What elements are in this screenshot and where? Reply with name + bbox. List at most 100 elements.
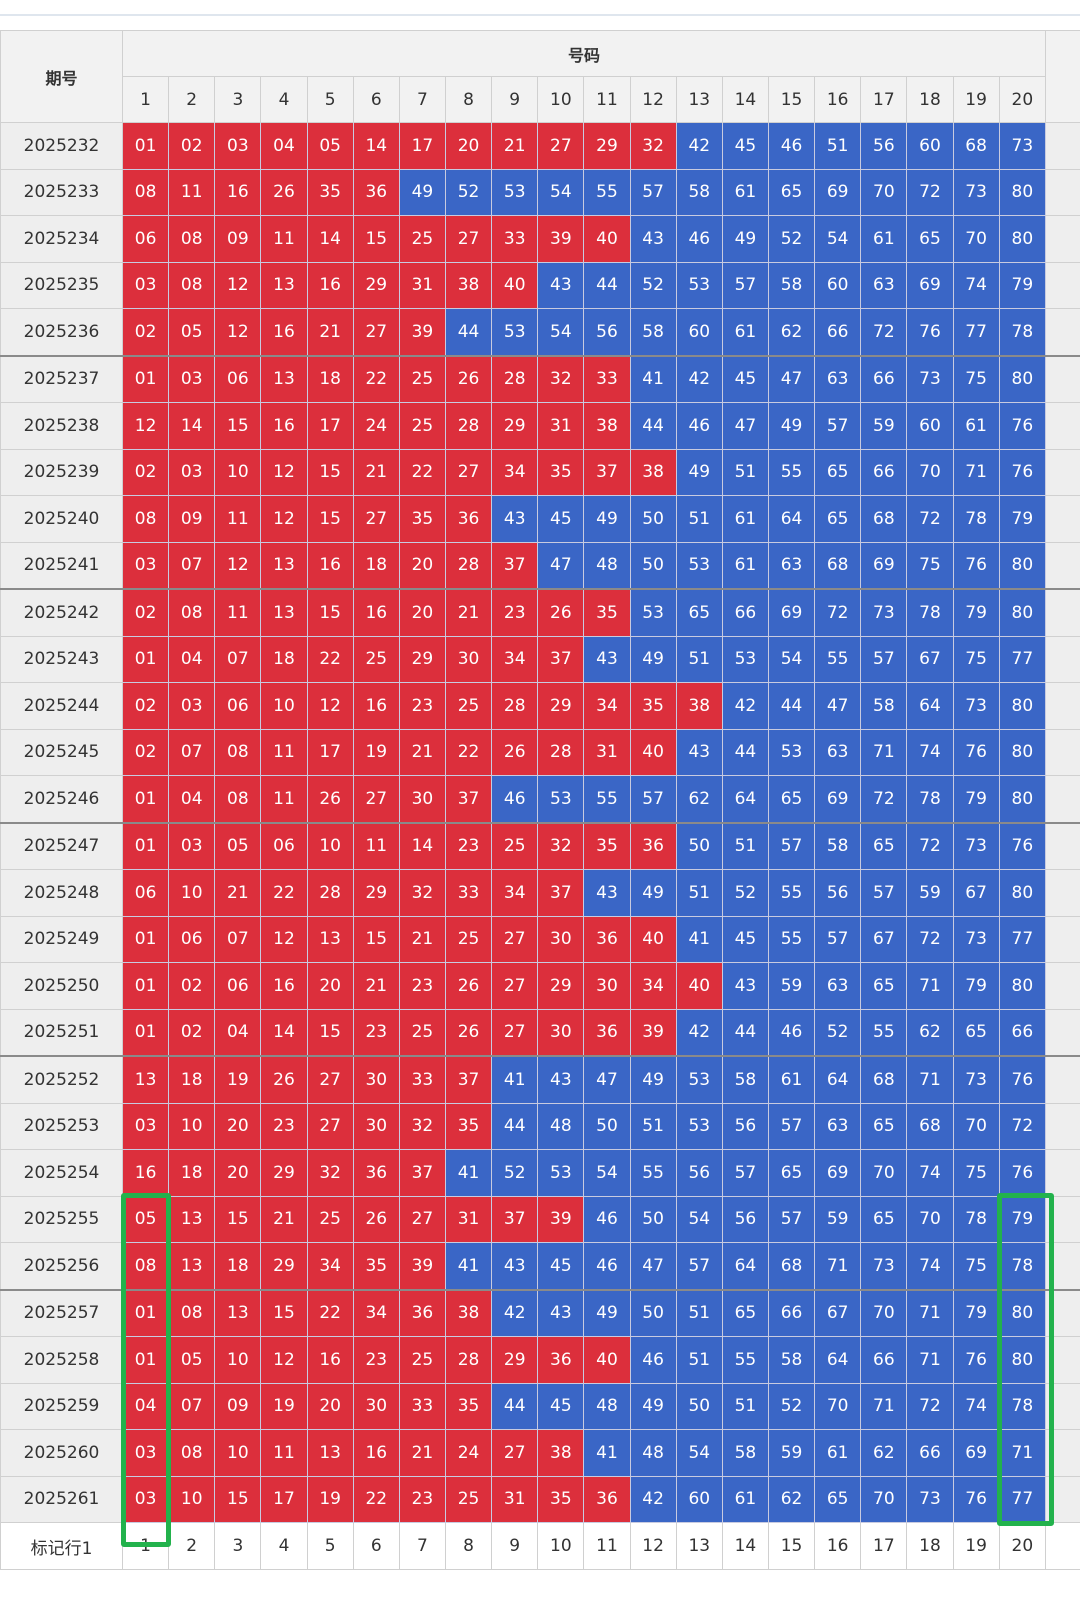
number-cell: 22: [306, 635, 354, 683]
number-cell: 53: [491, 308, 539, 356]
number-cell: 38: [583, 402, 631, 450]
number-cell: 27: [491, 1429, 539, 1477]
data-row: 2025259 04 07 09 19 20 30 33 35 44 45 48 49 50 51 52 70 7…: [0, 1382, 1080, 1430]
number-cell: 56: [721, 1102, 769, 1150]
number-cell: 53: [629, 588, 677, 637]
column-header: 6: [352, 76, 400, 123]
number-cell: 50: [675, 821, 723, 870]
period-cell: 2025247: [0, 821, 123, 870]
number-cell: 54: [675, 1429, 723, 1477]
footer-cell: 14: [721, 1522, 769, 1570]
highlight-box: [120, 1193, 171, 1547]
number-cell: 68: [814, 541, 862, 590]
column-header: 8: [444, 76, 493, 123]
column-header: 9: [491, 76, 539, 123]
period-cell: 2025238: [0, 402, 123, 450]
number-cell: 80: [998, 168, 1047, 216]
number-cell: 69: [767, 588, 816, 637]
number-cell: 71: [952, 448, 1000, 496]
number-cell: 41: [675, 915, 723, 963]
number-cell: 78: [998, 308, 1047, 356]
number-cell: 10: [168, 869, 216, 917]
number-cell: 70: [860, 168, 908, 216]
number-cell: 69: [814, 1149, 862, 1197]
number-cell: 76: [998, 402, 1047, 450]
period-cell: 2025260: [0, 1429, 123, 1477]
number-cell: 49: [767, 402, 816, 450]
number-cell: 06: [214, 962, 262, 1010]
number-cell: 33: [398, 1382, 446, 1430]
table-container: 期号 号码 和 1234567891011121314151617181920 …: [0, 30, 1080, 1600]
number-cell: 04: [121, 1382, 170, 1430]
number-cell: 41: [583, 1429, 631, 1477]
data-row: 2025244 02 03 06 10 12 16 23 25 28 29 34 35 38 42 44 47 5…: [0, 682, 1080, 730]
number-cell: 57: [814, 402, 862, 450]
number-cell: 65: [860, 1102, 908, 1150]
footer-row: 标记行1 1 2 3 4 5 6 7 8 9 10 11 12 13 14 15 16 17 18 19 20: [0, 1522, 1080, 1570]
number-cell: 46: [675, 402, 723, 450]
number-cell: 35: [444, 1102, 493, 1150]
number-cell: 34: [306, 1242, 354, 1290]
number-cell: 36: [398, 1288, 446, 1337]
number-cell: 26: [306, 775, 354, 823]
number-cell: 27: [352, 308, 400, 356]
number-cell: 51: [629, 1102, 677, 1150]
number-cell: 66: [767, 1288, 816, 1337]
data-row: 2025237 01 03 06 13 18 22 25 26 28 32 33 41 42 45 47 63 6…: [0, 354, 1080, 403]
footer-cell: 4: [260, 1522, 308, 1570]
number-cell: 25: [444, 682, 493, 730]
number-cell: 25: [352, 635, 400, 683]
number-cell: 10: [214, 1429, 262, 1477]
number-cell: 71: [906, 1055, 954, 1104]
number-cell: 38: [629, 448, 677, 496]
number-cell: 32: [398, 869, 446, 917]
number-cell: 66: [860, 354, 908, 403]
number-cell: 06: [260, 821, 308, 870]
number-cell: 65: [860, 962, 908, 1010]
number-cell: 65: [675, 588, 723, 637]
number-cell: 01: [121, 775, 170, 823]
number-cell: 80: [998, 215, 1047, 263]
number-cell: 54: [537, 168, 585, 216]
number-cell: 64: [814, 1055, 862, 1104]
number-cell: 50: [583, 1102, 631, 1150]
number-cell: 51: [675, 1336, 723, 1384]
number-cell: 58: [629, 308, 677, 356]
extra-cell: [1045, 308, 1080, 356]
number-cell: 49: [583, 495, 631, 543]
extra-cell: [1045, 448, 1080, 496]
number-cell: 05: [168, 308, 216, 356]
number-cell: 77: [998, 635, 1047, 683]
number-cell: 29: [537, 682, 585, 730]
number-cell: 65: [721, 1288, 769, 1337]
number-cell: 57: [860, 869, 908, 917]
number-cell: 35: [537, 448, 585, 496]
number-cell: 05: [306, 122, 354, 170]
number-cell: 68: [952, 122, 1000, 170]
number-cell: 18: [168, 1149, 216, 1197]
number-cell: 08: [168, 588, 216, 637]
number-cell: 66: [721, 588, 769, 637]
number-cell: 73: [998, 122, 1047, 170]
number-cell: 49: [629, 635, 677, 683]
number-cell: 63: [814, 354, 862, 403]
footer-cell: 2: [168, 1522, 216, 1570]
data-row: 2025246 01 04 08 11 26 27 30 37 46 53 55 57 62 64 65 69 7…: [0, 775, 1080, 823]
number-cell: 44: [444, 308, 493, 356]
extra-cell: [1045, 495, 1080, 543]
number-cell: 27: [444, 448, 493, 496]
column-header: 18: [906, 76, 954, 123]
number-cell: 01: [121, 915, 170, 963]
number-cell: 25: [398, 354, 446, 403]
number-cell: 34: [583, 682, 631, 730]
number-cell: 16: [260, 308, 308, 356]
number-cell: 43: [675, 728, 723, 776]
number-cell: 25: [444, 1475, 493, 1523]
number-cell: 07: [168, 1382, 216, 1430]
period-cell: 2025244: [0, 682, 123, 730]
number-cell: 55: [860, 1008, 908, 1057]
number-cell: 38: [537, 1429, 585, 1477]
number-cell: 52: [721, 869, 769, 917]
number-cell: 62: [860, 1429, 908, 1477]
number-cell: 02: [168, 122, 216, 170]
